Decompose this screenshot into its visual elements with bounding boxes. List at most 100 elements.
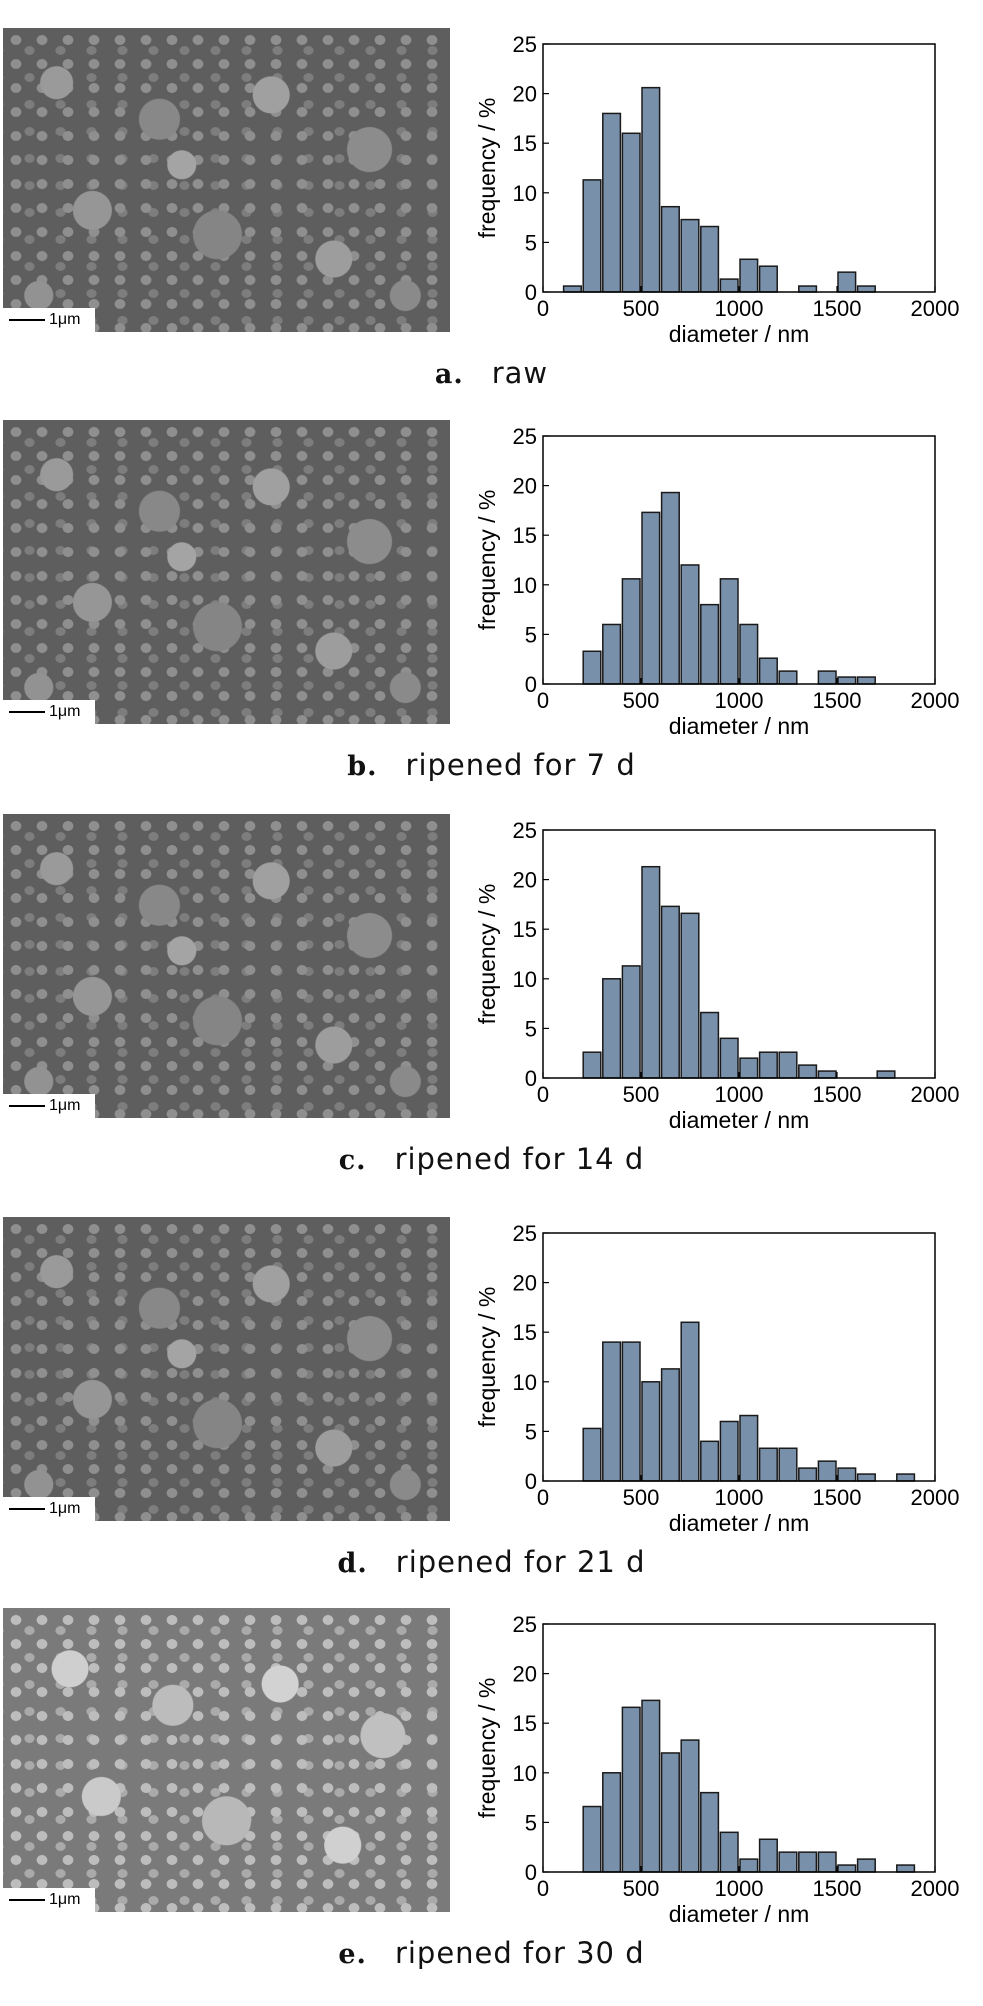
histogram-bar: [719, 578, 739, 685]
y-tick-label: 0: [525, 1066, 537, 1091]
x-tick-label: 2000: [911, 688, 960, 713]
scale-bar-label: 1μm: [49, 311, 81, 328]
panel-caption: a. raw: [0, 356, 983, 390]
x-tick-label: 1000: [715, 1876, 764, 1901]
x-axis-label: diameter / nm: [669, 321, 810, 347]
panel-letter: e.: [338, 1939, 367, 1970]
histogram-bar: [778, 1051, 798, 1079]
histogram-bar: [641, 86, 661, 293]
panel-caption: e. ripened for 30 d: [0, 1936, 983, 1970]
histogram-bar: [798, 1064, 818, 1079]
y-tick-label: 15: [513, 1711, 537, 1736]
histogram-bar: [700, 1440, 720, 1482]
histogram-bar: [700, 1791, 720, 1873]
histogram-bar: [798, 1467, 818, 1482]
histogram-bar: [680, 1321, 700, 1482]
histogram-bar: [621, 132, 641, 293]
scale-bar-label: 1μm: [49, 1500, 81, 1517]
histogram-svg: 0 500 1000 1500 2000 0 5 10 15 20 25 diameter / nm f…: [474, 1221, 960, 1536]
histogram-bar: [739, 1414, 759, 1482]
scale-bar: 1μm: [3, 308, 95, 332]
panel-letter: d.: [337, 1548, 368, 1579]
scale-bar-label: 1μm: [49, 1891, 81, 1908]
histogram-chart: 0 500 1000 1500 2000 0 5 10 15 20 25 diameter / nm f…: [455, 808, 975, 1138]
histogram-bar: [641, 1381, 661, 1482]
histogram-bar: [758, 1838, 778, 1873]
histogram-bar: [641, 1699, 661, 1873]
y-tick-label: 25: [513, 1221, 537, 1246]
plot-frame: [542, 1232, 936, 1482]
histogram-svg: 0 500 1000 1500 2000 0 5 10 15 20 25 diameter / nm f…: [474, 1612, 960, 1927]
y-tick-label: 25: [513, 424, 537, 449]
y-tick-label: 5: [525, 1419, 537, 1444]
x-tick-label: 1500: [813, 1082, 862, 1107]
histogram-bar: [719, 1037, 739, 1079]
x-tick-label: 2000: [911, 1485, 960, 1510]
histogram-bar: [700, 603, 720, 685]
x-tick-label: 0: [537, 1082, 549, 1107]
plot-frame: [542, 1623, 936, 1873]
histogram-bar: [700, 1011, 720, 1079]
panel-caption-text: raw: [491, 356, 549, 390]
x-tick-label: 2000: [911, 1876, 960, 1901]
histogram-bar: [582, 179, 602, 293]
histogram-bar: [798, 285, 818, 293]
panel-letter: c.: [338, 1145, 367, 1176]
panel-letter: a.: [434, 359, 464, 390]
histogram-bar: [621, 578, 641, 685]
y-tick-label: 15: [513, 1320, 537, 1345]
y-axis-label: frequency / %: [474, 490, 500, 631]
histogram-svg: 0 500 1000 1500 2000 0 5 10 15 20 25 diameter / nm f…: [474, 818, 960, 1133]
y-axis-label: frequency / %: [474, 884, 500, 1025]
histogram-bar: [602, 1341, 622, 1482]
plot-frame: [542, 435, 936, 685]
histogram-bar: [660, 491, 680, 685]
x-tick-label: 0: [537, 1876, 549, 1901]
histogram-bar: [758, 1447, 778, 1482]
y-tick-label: 20: [513, 474, 537, 499]
histogram-bar: [660, 1752, 680, 1873]
x-axis-label: diameter / nm: [669, 713, 810, 739]
x-tick-label: 1500: [813, 1876, 862, 1901]
y-tick-label: 25: [513, 1612, 537, 1637]
y-tick-label: 10: [513, 1761, 537, 1786]
histogram-bar: [719, 1420, 739, 1482]
histogram-svg: 0 500 1000 1500 2000 0 5 10 15 20 25 diameter / nm f…: [474, 424, 960, 739]
y-axis-label: frequency / %: [474, 1678, 500, 1819]
histogram-bar: [562, 285, 582, 293]
x-tick-label: 0: [537, 688, 549, 713]
sem-micrograph: 1μm: [3, 28, 450, 332]
histogram-svg: 0 500 1000 1500 2000 0 5 10 15 20 25 diameter / nm f…: [474, 32, 959, 347]
histogram-bar: [817, 1851, 837, 1873]
figure-panel: 1μm 0 500 1000 1500 2000 0 5 10 15 20 25 diameter / …: [0, 1211, 983, 1603]
y-tick-label: 10: [513, 1370, 537, 1395]
histogram-bar: [856, 285, 876, 293]
histogram-bar: [896, 1473, 916, 1482]
scale-bar: 1μm: [3, 1094, 95, 1118]
histogram-bar: [582, 1427, 602, 1482]
scale-bar-line: [9, 1899, 45, 1901]
y-tick-label: 20: [513, 1271, 537, 1296]
histogram-bar: [582, 1051, 602, 1079]
y-tick-label: 10: [513, 573, 537, 598]
y-tick-label: 15: [513, 523, 537, 548]
scale-bar: 1μm: [3, 1888, 95, 1912]
y-tick-label: 15: [513, 131, 537, 156]
x-tick-label: 500: [623, 1876, 660, 1901]
x-tick-label: 1500: [813, 1485, 862, 1510]
histogram-bar: [602, 623, 622, 685]
histogram-bar: [837, 1467, 857, 1482]
histogram-bar: [817, 670, 837, 685]
histogram-bar: [719, 278, 739, 293]
histogram-bar: [621, 1341, 641, 1482]
y-tick-label: 20: [513, 82, 537, 107]
histogram-bar: [758, 265, 778, 293]
x-tick-label: 2000: [911, 1082, 960, 1107]
panel-caption-text: ripened for 14 d: [394, 1142, 645, 1176]
y-tick-label: 0: [525, 280, 537, 305]
histogram-chart: 0 500 1000 1500 2000 0 5 10 15 20 25 diameter / nm f…: [455, 414, 975, 744]
histogram-bar: [602, 978, 622, 1079]
histogram-bar: [680, 1739, 700, 1873]
histogram-bar: [641, 865, 661, 1079]
histogram-bar: [856, 676, 876, 685]
